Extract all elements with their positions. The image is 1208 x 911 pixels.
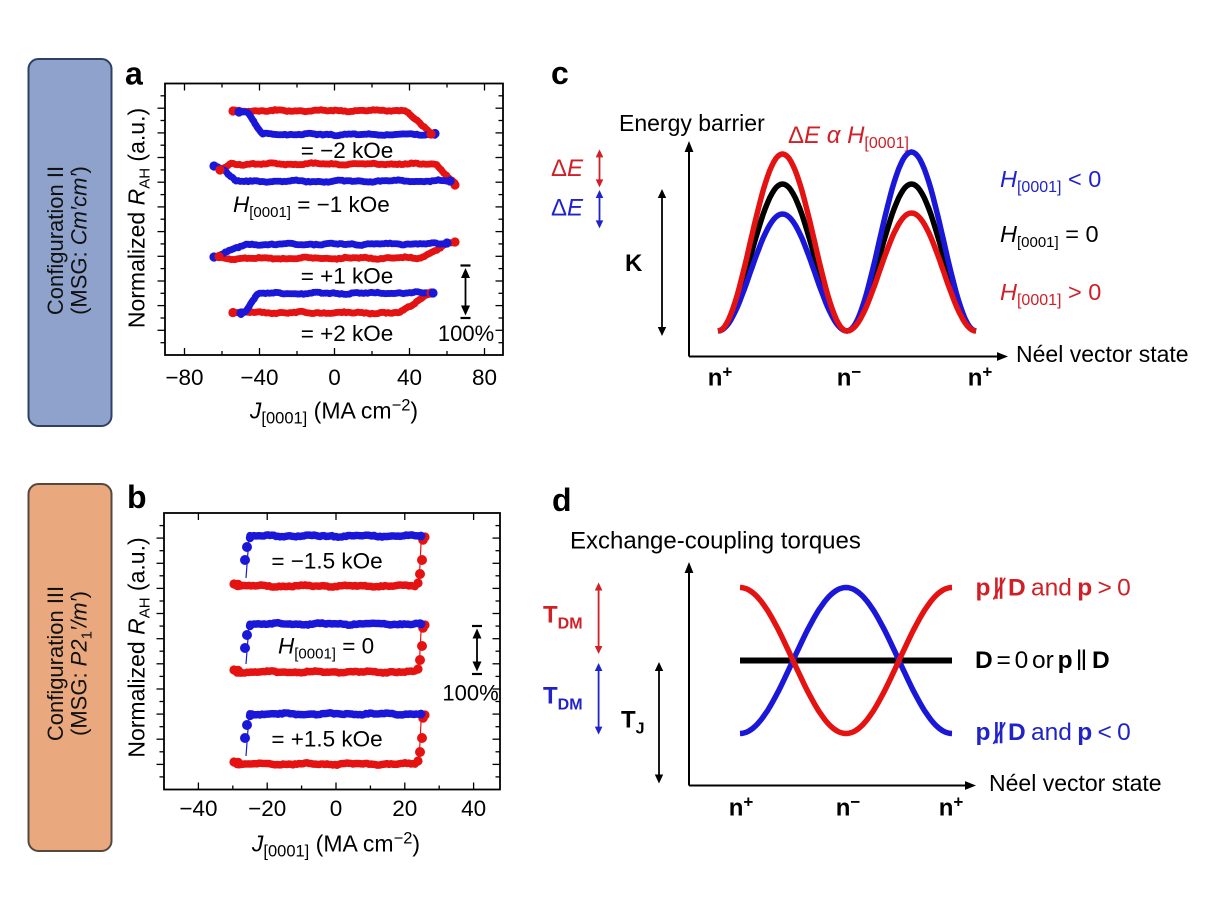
svg-text:Configuration III: Configuration III [43, 586, 68, 741]
svg-text:d: d [552, 482, 572, 518]
svg-text:ΔE: ΔE [551, 155, 584, 182]
svg-text:−20: −20 [248, 796, 286, 821]
svg-text:H[0001] < 0: H[0001] < 0 [1000, 166, 1101, 196]
svg-text:a: a [125, 56, 143, 92]
svg-text:100%: 100% [442, 681, 498, 706]
svg-text:80: 80 [472, 365, 497, 390]
svg-text:(MSG: Cm′cm′): (MSG: Cm′cm′) [67, 166, 92, 315]
svg-text:Néel vector state: Néel vector state [989, 770, 1162, 796]
svg-text:H[0001] = 0: H[0001] = 0 [278, 634, 374, 663]
svg-text:0: 0 [330, 796, 343, 821]
svg-text:= +1 kOe: = +1 kOe [301, 264, 394, 289]
svg-text:H[0001] = −1 kOe: H[0001] = −1 kOe [233, 192, 390, 221]
svg-text:= +1.5 kOe: = +1.5 kOe [271, 727, 382, 752]
svg-text:20: 20 [392, 796, 417, 821]
svg-text:−80: −80 [165, 365, 203, 390]
svg-text:Energy barrier: Energy barrier [619, 110, 765, 136]
svg-text:b: b [127, 479, 147, 515]
svg-text:ΔE: ΔE [551, 195, 584, 222]
svg-text:(MSG: P21′/m′): (MSG: P21′/m′) [67, 591, 96, 736]
svg-text:ΔE α H[0001]: ΔE α H[0001] [788, 122, 909, 152]
svg-text:= −1.5 kOe: = −1.5 kOe [271, 549, 382, 574]
svg-text:−40: −40 [179, 796, 217, 821]
svg-text:= +2 kOe: = +2 kOe [301, 321, 394, 346]
svg-text:D = 0 or p: D = 0 or p [975, 647, 1073, 674]
svg-text:Exchange-coupling torques: Exchange-coupling torques [570, 528, 861, 555]
svg-text:Configuration II: Configuration II [43, 166, 68, 315]
svg-text:Normalized RAH (a.u.): Normalized RAH (a.u.) [124, 108, 154, 328]
svg-text:J[0001] (MA cm−2): J[0001] (MA cm−2) [249, 397, 418, 428]
svg-text:H[0001] = 0: H[0001] = 0 [1000, 221, 1099, 251]
svg-text:c: c [551, 55, 569, 91]
svg-text:100%: 100% [438, 321, 494, 346]
svg-text:−40: −40 [240, 365, 278, 390]
svg-text:p: p [976, 719, 991, 746]
svg-text:D: D [1092, 647, 1110, 674]
svg-text:0: 0 [328, 365, 341, 390]
svg-text:Néel vector state: Néel vector state [1016, 341, 1189, 367]
svg-text:= −2 kOe: = −2 kOe [301, 138, 394, 163]
svg-text:D and p > 0: D and p > 0 [1008, 575, 1131, 602]
svg-text:Normalized RAH (a.u.): Normalized RAH (a.u.) [124, 537, 154, 757]
svg-text:D and p < 0: D and p < 0 [1008, 719, 1131, 746]
svg-text:40: 40 [461, 796, 486, 821]
svg-text:K: K [625, 250, 643, 277]
svg-text:J[0001] (MA cm−2): J[0001] (MA cm−2) [251, 830, 420, 861]
svg-text:H[0001] > 0: H[0001] > 0 [1000, 279, 1101, 309]
svg-text:p: p [976, 575, 991, 602]
svg-text:40: 40 [397, 365, 422, 390]
